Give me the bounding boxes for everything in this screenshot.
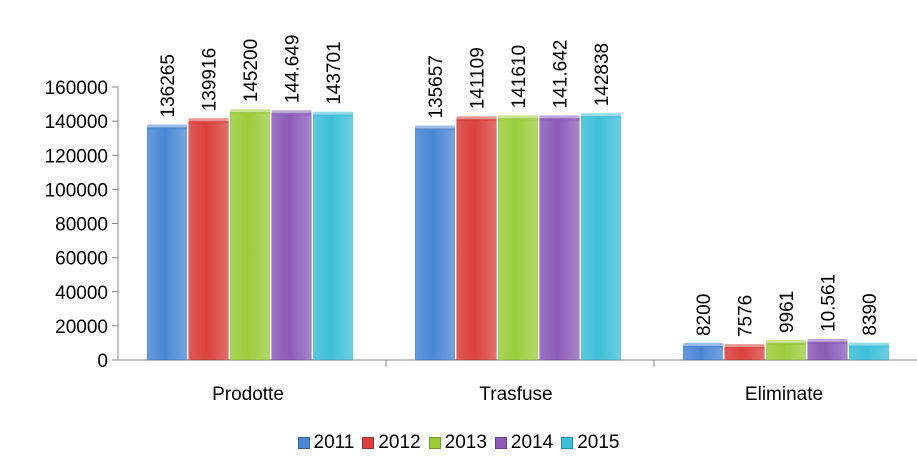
bar-cap <box>188 118 229 124</box>
legend-swatch <box>297 437 310 449</box>
legend-label: 2015 <box>577 432 620 453</box>
legend-item: 2013 <box>428 432 487 454</box>
legend-item: 2015 <box>561 432 619 454</box>
legend-item: 2011 <box>297 432 355 454</box>
legend-label: 2011 <box>313 432 355 453</box>
bar-cap <box>498 115 538 121</box>
bar <box>146 127 188 361</box>
bar <box>271 112 312 361</box>
data-label: 136265 <box>158 54 179 117</box>
bar-cap <box>313 111 353 117</box>
data-label: 8390 <box>860 293 881 335</box>
y-tick-label: 80000 <box>55 215 108 236</box>
bar <box>188 121 229 361</box>
y-tick-label: 60000 <box>55 249 108 270</box>
bar <box>456 118 497 361</box>
y-tick-label: 20000 <box>55 317 108 338</box>
legend-swatch <box>362 437 375 449</box>
y-tick-label: 140000 <box>45 112 108 133</box>
bar <box>229 112 271 361</box>
legend-swatch <box>428 437 441 449</box>
legend-item: 2012 <box>362 432 421 454</box>
legend-swatch <box>494 437 507 449</box>
data-label: 7576 <box>736 295 757 337</box>
x-tick-label: Eliminate <box>745 384 823 405</box>
data-label: 143701 <box>324 41 345 104</box>
bar-cap <box>230 109 270 115</box>
bar-cap <box>539 115 580 121</box>
data-label: 141.642 <box>551 40 572 109</box>
bar <box>580 116 622 361</box>
bar <box>539 118 580 361</box>
legend-label: 2014 <box>510 432 554 453</box>
data-label: 141109 <box>468 47 489 109</box>
x-tick-label: Trasfuse <box>479 384 552 405</box>
bar-cap <box>683 343 723 349</box>
bar-cap <box>724 344 765 350</box>
y-tick-label: 120000 <box>45 146 108 167</box>
legend-swatch <box>561 437 574 449</box>
y-tick-label: 0 <box>97 351 108 372</box>
bar <box>848 345 890 361</box>
data-label: 9961 <box>777 291 798 333</box>
y-tick-label: 160000 <box>45 78 108 99</box>
bar-cap <box>807 338 848 344</box>
y-tick-label: 100000 <box>45 180 108 201</box>
bar-cap <box>415 125 455 131</box>
bar <box>414 128 456 361</box>
data-label: 139916 <box>200 48 221 111</box>
bar-cap <box>849 342 889 348</box>
bar <box>765 342 807 361</box>
bar-cap <box>271 110 312 116</box>
bar-cap <box>456 116 497 122</box>
x-tick-label: Prodotte <box>212 384 284 405</box>
bar <box>807 341 848 361</box>
legend: 2011 2012 2013 2014 2015 <box>0 432 917 454</box>
bar-cap <box>581 113 621 119</box>
bar <box>497 118 539 361</box>
data-label: 142838 <box>592 43 613 106</box>
bar-cap <box>766 340 806 346</box>
data-label: 8200 <box>694 294 715 336</box>
legend-label: 2012 <box>378 432 421 453</box>
legend-label: 2013 <box>444 432 487 453</box>
y-tick-label: 40000 <box>55 283 108 304</box>
bar-chart: 0 20000 40000 60000 80000 100000 120000 140000 1… <box>45 35 917 405</box>
data-label: 10.561 <box>819 274 840 332</box>
data-label: 141610 <box>509 45 530 108</box>
data-label: 144.649 <box>283 35 304 104</box>
bar <box>312 114 354 361</box>
data-label: 135657 <box>426 55 447 118</box>
legend-item: 2014 <box>494 432 554 454</box>
data-label: 145200 <box>241 39 262 102</box>
bar <box>682 345 724 361</box>
bar-cap <box>147 124 187 130</box>
